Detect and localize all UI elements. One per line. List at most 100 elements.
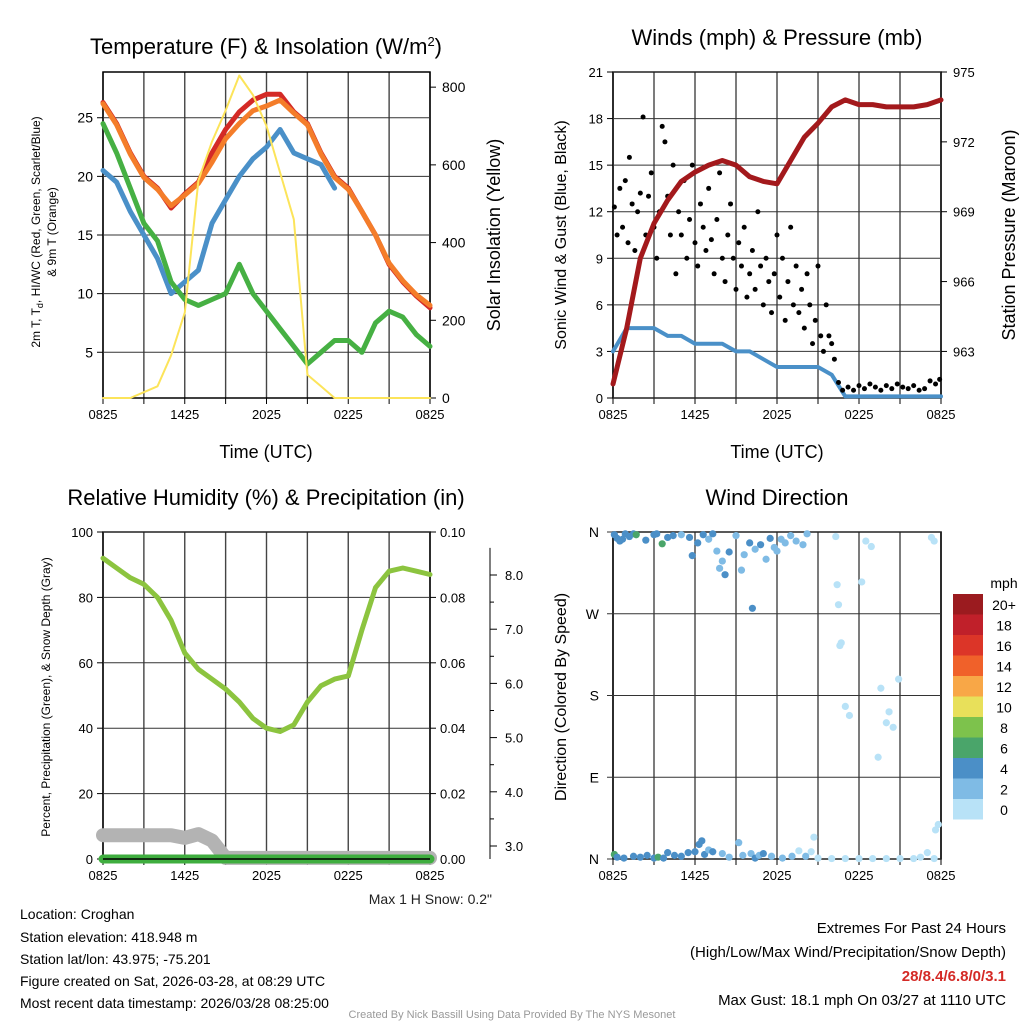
gust-point — [820, 348, 826, 354]
x-tick-label: 0825 — [927, 407, 956, 422]
y-right-tick-label: 975 — [953, 65, 975, 80]
legend-swatch — [953, 799, 983, 820]
legend-label: 0 — [1000, 802, 1008, 818]
x-tick-label: 1425 — [170, 407, 199, 422]
wind-direction-point — [889, 723, 897, 731]
gust-point — [763, 255, 769, 261]
series-9m-t — [100, 97, 433, 308]
gust-point — [804, 271, 810, 277]
y-right-tick-label: 400 — [442, 235, 466, 251]
x-tick-label: 2025 — [252, 407, 281, 422]
wind-direction-point — [735, 839, 743, 847]
wind-direction-point — [858, 578, 866, 586]
wind-direction-point — [923, 849, 931, 857]
gust-point — [752, 286, 758, 292]
x-tick-label: 2025 — [763, 407, 792, 422]
gust-point — [911, 383, 917, 389]
gust-point — [648, 170, 654, 176]
gust-point — [779, 255, 785, 261]
wind-direction-point — [737, 566, 746, 574]
title-superscript: 2 — [427, 34, 434, 49]
x-tick-label: 0225 — [845, 868, 874, 883]
snow-tick-label: 5.0 — [505, 731, 523, 746]
gust-point — [738, 263, 744, 269]
footer-created: Figure created on Sat, 2026-03-28, at 08… — [20, 973, 326, 989]
y-right-tick-label: 800 — [442, 79, 466, 95]
gust-point — [758, 263, 764, 269]
x-tick-label: 1425 — [681, 868, 710, 883]
gust-point — [728, 201, 734, 207]
wind-direction-point — [713, 547, 721, 555]
wind-direction-point — [934, 820, 942, 829]
gust-point — [916, 387, 922, 393]
gust-point — [676, 209, 682, 215]
gust-point — [755, 209, 761, 215]
gust-point — [749, 248, 755, 254]
gust-point — [777, 294, 783, 300]
gust-point — [646, 193, 652, 199]
legend-swatch — [953, 676, 983, 697]
wind-direction-point — [705, 535, 713, 543]
x-tick-label: 1425 — [170, 868, 199, 883]
gust-point — [622, 178, 628, 184]
y-tick-label: 60 — [79, 656, 93, 671]
y-right-axis-label: Solar Insolation (Yellow) — [484, 139, 504, 331]
y-right-axis-label: Station Pressure (Maroon) — [999, 129, 1019, 340]
wind-direction-point — [930, 537, 938, 545]
wind-direction-point — [618, 535, 627, 543]
gust-point — [861, 386, 867, 392]
x-tick-label: 0825 — [927, 868, 956, 883]
gust-point — [836, 379, 841, 385]
wind-direction-point — [709, 848, 717, 856]
legend-label: 12 — [996, 679, 1012, 695]
x-axis-label: Time (UTC) — [219, 442, 312, 462]
gust-point — [611, 204, 617, 210]
gust-point — [760, 302, 766, 308]
legend-label: 14 — [996, 659, 1012, 675]
x-tick-label: 2025 — [252, 868, 281, 883]
legend-swatch — [953, 635, 983, 656]
wind-direction-point — [664, 533, 672, 542]
snow-tick-label: 8.0 — [505, 568, 523, 583]
winds-panel — [612, 71, 942, 404]
gust-point — [812, 317, 818, 323]
wind-direction-point — [762, 555, 770, 563]
gust-point — [689, 162, 695, 168]
y-tick-label: 80 — [79, 590, 93, 605]
temperature-panel — [102, 71, 431, 404]
gust-point — [818, 333, 824, 339]
wind-direction-point — [896, 854, 904, 863]
legend-label: 18 — [996, 618, 1012, 634]
x-tick-label: 0825 — [416, 407, 445, 422]
wind-direction-point — [877, 684, 885, 692]
panel-title: Relative Humidity (%) & Precipitation (i… — [67, 485, 464, 510]
wind-direction-point — [699, 531, 707, 539]
legend-swatch — [953, 737, 983, 758]
relative-humidity-line — [100, 555, 433, 734]
legend-swatch — [953, 655, 983, 676]
x-tick-label: 0225 — [334, 868, 363, 883]
gust-point — [782, 317, 788, 323]
gust-point — [840, 387, 846, 393]
y-tick-label: 40 — [79, 721, 93, 736]
wind-direction-point — [632, 531, 640, 539]
max-snow-annotation: Max 1 H Snow: 0.2" — [369, 891, 492, 907]
wind-direction-point — [716, 564, 724, 572]
extremes-title: Extremes For Past 24 Hours — [816, 920, 1006, 937]
wind-direction-point — [773, 547, 781, 555]
x-tick-label: 0825 — [599, 407, 628, 422]
gust-point — [766, 279, 772, 285]
gust-point — [703, 248, 709, 254]
gust-point — [632, 248, 638, 254]
gust-point — [659, 123, 665, 129]
gust-point — [695, 263, 701, 269]
extremes-subtitle: (High/Low/Max Wind/Precipitation/Snow De… — [690, 944, 1006, 961]
gust-point — [654, 255, 660, 261]
wind-direction-point — [664, 849, 672, 857]
legend-swatch — [953, 614, 983, 635]
legend-swatch — [953, 696, 983, 717]
gust-point — [801, 325, 807, 331]
gust-point — [894, 381, 900, 387]
gust-point — [717, 170, 723, 176]
legend-swatch — [953, 778, 983, 799]
